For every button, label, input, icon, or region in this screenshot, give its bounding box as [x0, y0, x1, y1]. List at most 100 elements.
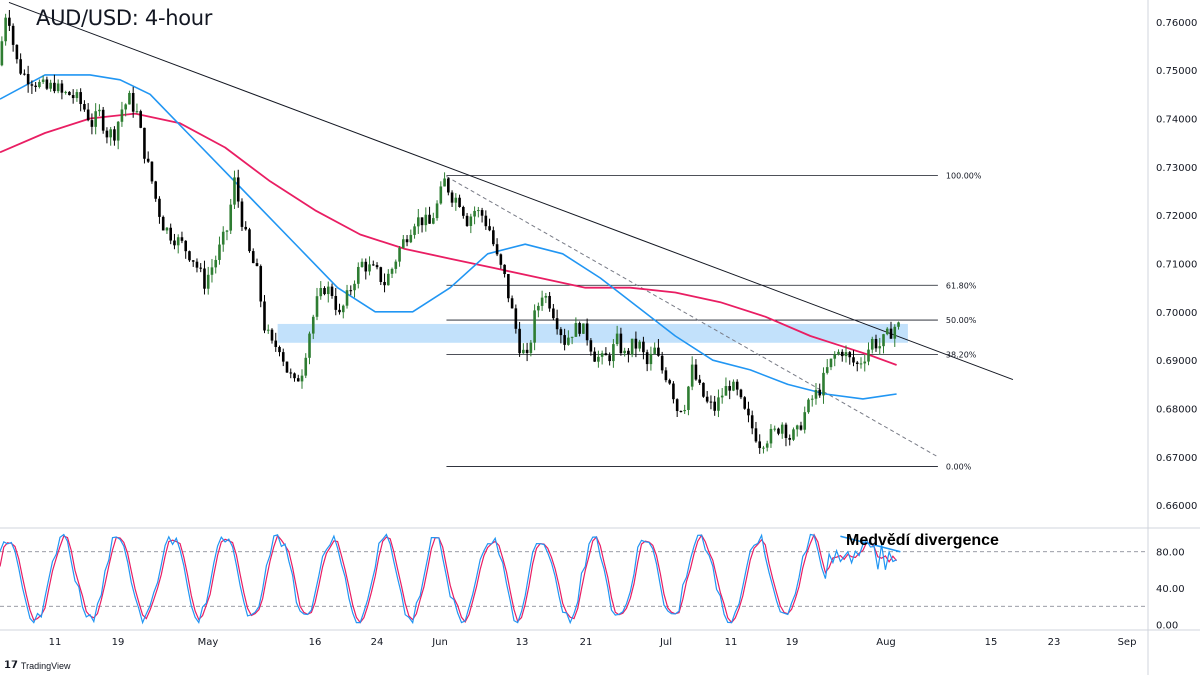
candle-body [762, 447, 765, 449]
candle-body [338, 309, 341, 313]
candle-body [702, 382, 705, 397]
candle-body [593, 351, 596, 362]
candle-body [499, 254, 503, 265]
candle-body [75, 92, 79, 99]
candle-body [514, 308, 518, 329]
candle-body [795, 425, 799, 430]
time-tick-label: Aug [876, 637, 896, 648]
candle-body [679, 411, 683, 413]
candle-body [769, 428, 773, 444]
candle-body [86, 109, 90, 121]
candle-body [615, 333, 619, 345]
candle-body [323, 288, 326, 295]
candle-body [225, 230, 229, 232]
candle-body [570, 336, 574, 338]
candle-body [582, 323, 585, 334]
candle-body [807, 399, 810, 413]
candle-body [281, 352, 285, 362]
branding-label: TradingView [20, 660, 71, 671]
candle-body [173, 240, 176, 246]
candle-body [244, 226, 248, 230]
candle-body [765, 443, 769, 448]
candle-body [319, 288, 323, 297]
candle-body [53, 82, 56, 92]
candle-body [683, 409, 686, 412]
candle-body [83, 104, 86, 110]
candle-body [375, 265, 379, 268]
candle-body [447, 178, 450, 193]
candle-body [379, 267, 383, 282]
candle-body [315, 296, 319, 317]
candle-body [810, 398, 814, 400]
candle-body [19, 59, 22, 74]
candle-body [627, 350, 630, 355]
candle-body [604, 353, 608, 356]
stoch-tick-label: 40.00 [1156, 584, 1185, 595]
candle-body [555, 318, 559, 330]
price-tick-label: 0.75000 [1156, 66, 1197, 77]
candle-body [206, 274, 210, 289]
candle-body [537, 305, 540, 311]
stoch-tick-label: 0.00 [1156, 620, 1178, 631]
candle-body [480, 210, 484, 216]
dashed-trendline [446, 176, 939, 458]
candle-body [98, 109, 101, 112]
price-tick-label: 0.72000 [1156, 211, 1197, 222]
candle-body [251, 251, 255, 264]
price-tick-label: 0.66000 [1156, 501, 1197, 512]
candle-body [203, 268, 206, 289]
candle-body [413, 226, 416, 235]
candle-body [128, 92, 131, 105]
price-tick-label: 0.69000 [1156, 356, 1197, 367]
candle-body [405, 239, 409, 243]
candle-body [191, 260, 195, 262]
candle-body [732, 381, 735, 391]
candle-body [402, 239, 405, 248]
divergence-line [840, 535, 901, 553]
sma-blue-line [0, 74, 897, 400]
candle-body [462, 207, 465, 216]
candle-body [698, 379, 701, 383]
candle-body [8, 17, 11, 26]
candle-body [263, 301, 266, 331]
time-tick-label: 11 [49, 637, 62, 648]
candles-group [0, 10, 900, 454]
candle-body [518, 328, 521, 354]
candle-body [544, 295, 548, 298]
candle-body [882, 334, 885, 347]
candle-body [101, 109, 105, 131]
price-tick-label: 0.71000 [1156, 260, 1197, 271]
candle-body [874, 338, 878, 349]
descending-trendline [8, 1, 1014, 381]
candle-body [409, 234, 413, 243]
price-tick-label: 0.70000 [1156, 308, 1197, 319]
candle-body [735, 381, 739, 390]
candle-body [852, 357, 855, 363]
candle-body [780, 424, 784, 434]
price-tick-label: 0.68000 [1156, 405, 1197, 416]
candle-body [34, 85, 37, 88]
candle-body [747, 408, 750, 416]
candle-body [465, 215, 469, 226]
candle-body [0, 41, 4, 66]
candle-body [64, 91, 67, 93]
candle-body [829, 358, 833, 368]
candle-body [724, 386, 728, 396]
support-zone [277, 323, 908, 343]
candle-body [214, 259, 218, 268]
candle-body [255, 263, 259, 267]
candle-body [15, 44, 19, 60]
candle-body [229, 204, 233, 231]
candle-body [289, 372, 293, 374]
price-tick-label: 0.67000 [1156, 453, 1197, 464]
candle-body [293, 373, 296, 379]
candle-body [109, 129, 112, 138]
candle-body [612, 344, 615, 362]
candle-body [398, 247, 401, 262]
candle-body [672, 383, 675, 400]
candle-body [180, 237, 184, 241]
candle-body [597, 356, 600, 362]
candle-body [634, 338, 638, 349]
candle-body [608, 355, 611, 362]
